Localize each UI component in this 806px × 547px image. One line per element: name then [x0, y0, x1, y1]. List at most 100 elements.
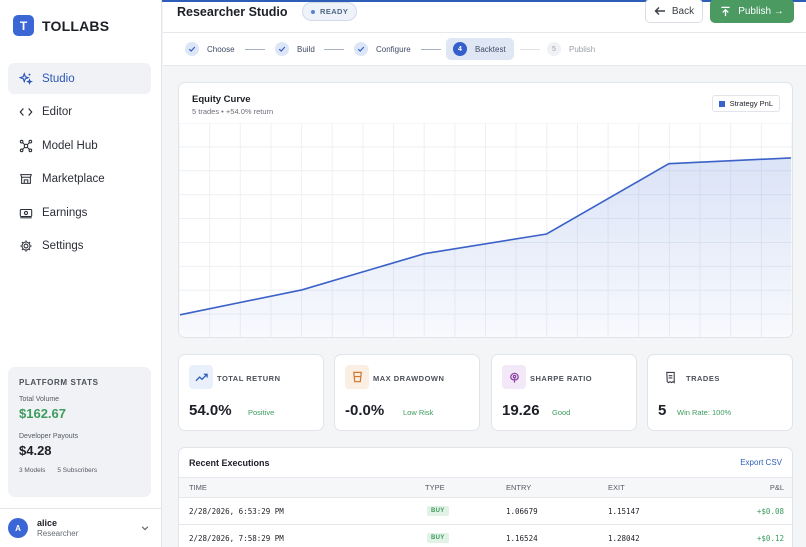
developer-payouts-label: Developer Payouts	[19, 433, 79, 440]
metric-label: MAX DRAWDOWN	[373, 374, 445, 383]
legend-label: Strategy PnL	[729, 99, 773, 108]
step-number: 4	[453, 42, 467, 56]
developer-payouts-value: $4.28	[19, 443, 52, 458]
sidebar-item-marketplace[interactable]: Marketplace	[8, 164, 151, 195]
column-header-type[interactable]: TYPE	[425, 483, 445, 492]
step-label: Backtest	[475, 44, 506, 54]
equity-curve-card: Equity Curve 5 trades • +54.0% return St…	[178, 82, 793, 338]
cup-icon	[345, 365, 369, 389]
metric-label: SHARPE RATIO	[530, 374, 593, 383]
step-publish[interactable]: 5 Publish	[547, 38, 595, 60]
metric-trades: TRADES 5 Win Rate: 100%	[647, 354, 793, 431]
check-icon	[354, 42, 368, 56]
sidebar-item-label: Settings	[42, 240, 84, 252]
sidebar-item-label: Model Hub	[42, 139, 98, 152]
logo-icon: T	[13, 15, 34, 36]
workflow-stepper: Choose Build Configure 4 Backtest 5 Publ…	[163, 33, 806, 66]
metric-label: TOTAL RETURN	[217, 374, 281, 383]
metric-sharpe-ratio: SHARPE RATIO 19.26 Good	[491, 354, 637, 431]
page-title: Researcher Studio	[177, 5, 288, 19]
chart-subtitle: 5 trades • +54.0% return	[192, 107, 274, 116]
equity-area-fill	[180, 157, 791, 337]
sidebar-item-editor[interactable]: Editor	[8, 97, 151, 128]
sidebar-item-label: Marketplace	[42, 173, 105, 185]
user-role: Researcher	[37, 529, 79, 538]
equity-chart-plot[interactable]	[179, 123, 792, 338]
top-accent-line	[0, 0, 806, 2]
sidebar-item-settings[interactable]: Settings	[8, 231, 151, 262]
trend-up-icon	[189, 365, 213, 389]
sidebar-nav: Studio Editor Model Hub Marketplace	[8, 63, 151, 264]
metric-badge: Good	[552, 408, 571, 417]
export-csv-link[interactable]: Export CSV	[740, 458, 782, 467]
step-configure[interactable]: Configure	[354, 38, 411, 60]
metric-value: 5	[658, 402, 667, 419]
column-header-pnl[interactable]: P&L	[769, 483, 784, 492]
sidebar-item-label: Studio	[42, 72, 75, 85]
legend-swatch	[718, 100, 725, 107]
column-header-time[interactable]: TIME	[189, 483, 207, 492]
chart-title: Equity Curve	[192, 94, 251, 105]
metric-badge: Win Rate: 100%	[677, 408, 732, 417]
sidebar-item-studio[interactable]: Studio	[8, 63, 151, 94]
cell-entry: 1.06679	[506, 506, 538, 516]
cell-type: BUY	[427, 498, 449, 524]
publish-button[interactable]: Publish →	[710, 0, 794, 23]
metric-badge: Positive	[248, 408, 275, 417]
recent-executions-card: Recent Executions Export CSV TIME TYPE E…	[178, 447, 793, 547]
metric-value: 54.0%	[189, 402, 232, 419]
step-backtest[interactable]: 4 Backtest	[446, 38, 514, 60]
subscribers-count: 5 Subscribers	[57, 467, 98, 474]
brain-icon	[502, 365, 526, 389]
metric-badge: Low Risk	[403, 408, 434, 417]
sidebar-item-earnings[interactable]: Earnings	[8, 197, 151, 228]
chevron-down-icon[interactable]	[141, 524, 149, 532]
publish-button-label: Publish →	[738, 5, 784, 17]
column-header-entry[interactable]: ENTRY	[506, 483, 532, 492]
stats-footer: 3 Models 5 Subscribers	[19, 467, 140, 474]
platform-stats-title: PLATFORM STATS	[19, 378, 99, 387]
avatar: A	[8, 518, 28, 538]
cell-time: 2/28/2026, 6:53:29 PM	[189, 506, 284, 516]
back-button[interactable]: Back	[645, 0, 703, 23]
cell-type: BUY	[427, 525, 449, 547]
equity-line-strategy-pnl	[179, 157, 792, 316]
check-icon	[185, 42, 199, 56]
step-label: Configure	[376, 44, 411, 54]
cell-exit: 1.15147	[608, 506, 640, 516]
total-volume-label: Total Volume	[19, 396, 60, 403]
user-info: alice Researcher	[37, 518, 78, 538]
step-label: Choose	[207, 44, 235, 54]
status-badge: READY	[302, 2, 358, 21]
status-dot-icon	[311, 9, 315, 14]
executions-title: Recent Executions	[189, 458, 270, 468]
table-row[interactable]: 2/28/2026, 7:58:29 PM BUY 1.16524 1.2804…	[179, 525, 792, 547]
receipt-icon	[658, 365, 682, 389]
step-build[interactable]: Build	[275, 38, 315, 60]
type-badge: BUY	[427, 506, 449, 516]
brand-name: TOLLABS	[42, 17, 110, 34]
chart-legend[interactable]: Strategy PnL	[711, 95, 780, 112]
step-label: Build	[297, 44, 315, 54]
step-connector	[520, 49, 540, 50]
step-number: 5	[547, 42, 561, 56]
cell-time: 2/28/2026, 7:58:29 PM	[189, 533, 284, 543]
page-header: Researcher Studio READY Back Publish →	[163, 0, 806, 33]
cell-exit: 1.28042	[608, 533, 640, 543]
user-menu[interactable]: A alice Researcher	[0, 508, 162, 547]
brand[interactable]: T TOLLABS	[13, 15, 109, 36]
cell-entry: 1.16524	[506, 533, 538, 543]
step-connector	[245, 49, 265, 50]
step-choose[interactable]: Choose	[185, 38, 235, 60]
sidebar-item-model-hub[interactable]: Model Hub	[8, 130, 151, 161]
table-row[interactable]: 2/28/2026, 6:53:29 PM BUY 1.06679 1.1514…	[179, 498, 792, 525]
cell-pnl: +$0.08	[756, 506, 784, 516]
step-label: Publish	[569, 44, 596, 54]
upload-icon	[721, 6, 730, 16]
metric-value: 19.26	[502, 402, 540, 419]
column-header-exit[interactable]: EXIT	[608, 483, 625, 492]
models-count: 3 Models	[19, 467, 46, 474]
back-button-label: Back	[671, 5, 695, 17]
type-badge: BUY	[427, 533, 449, 543]
